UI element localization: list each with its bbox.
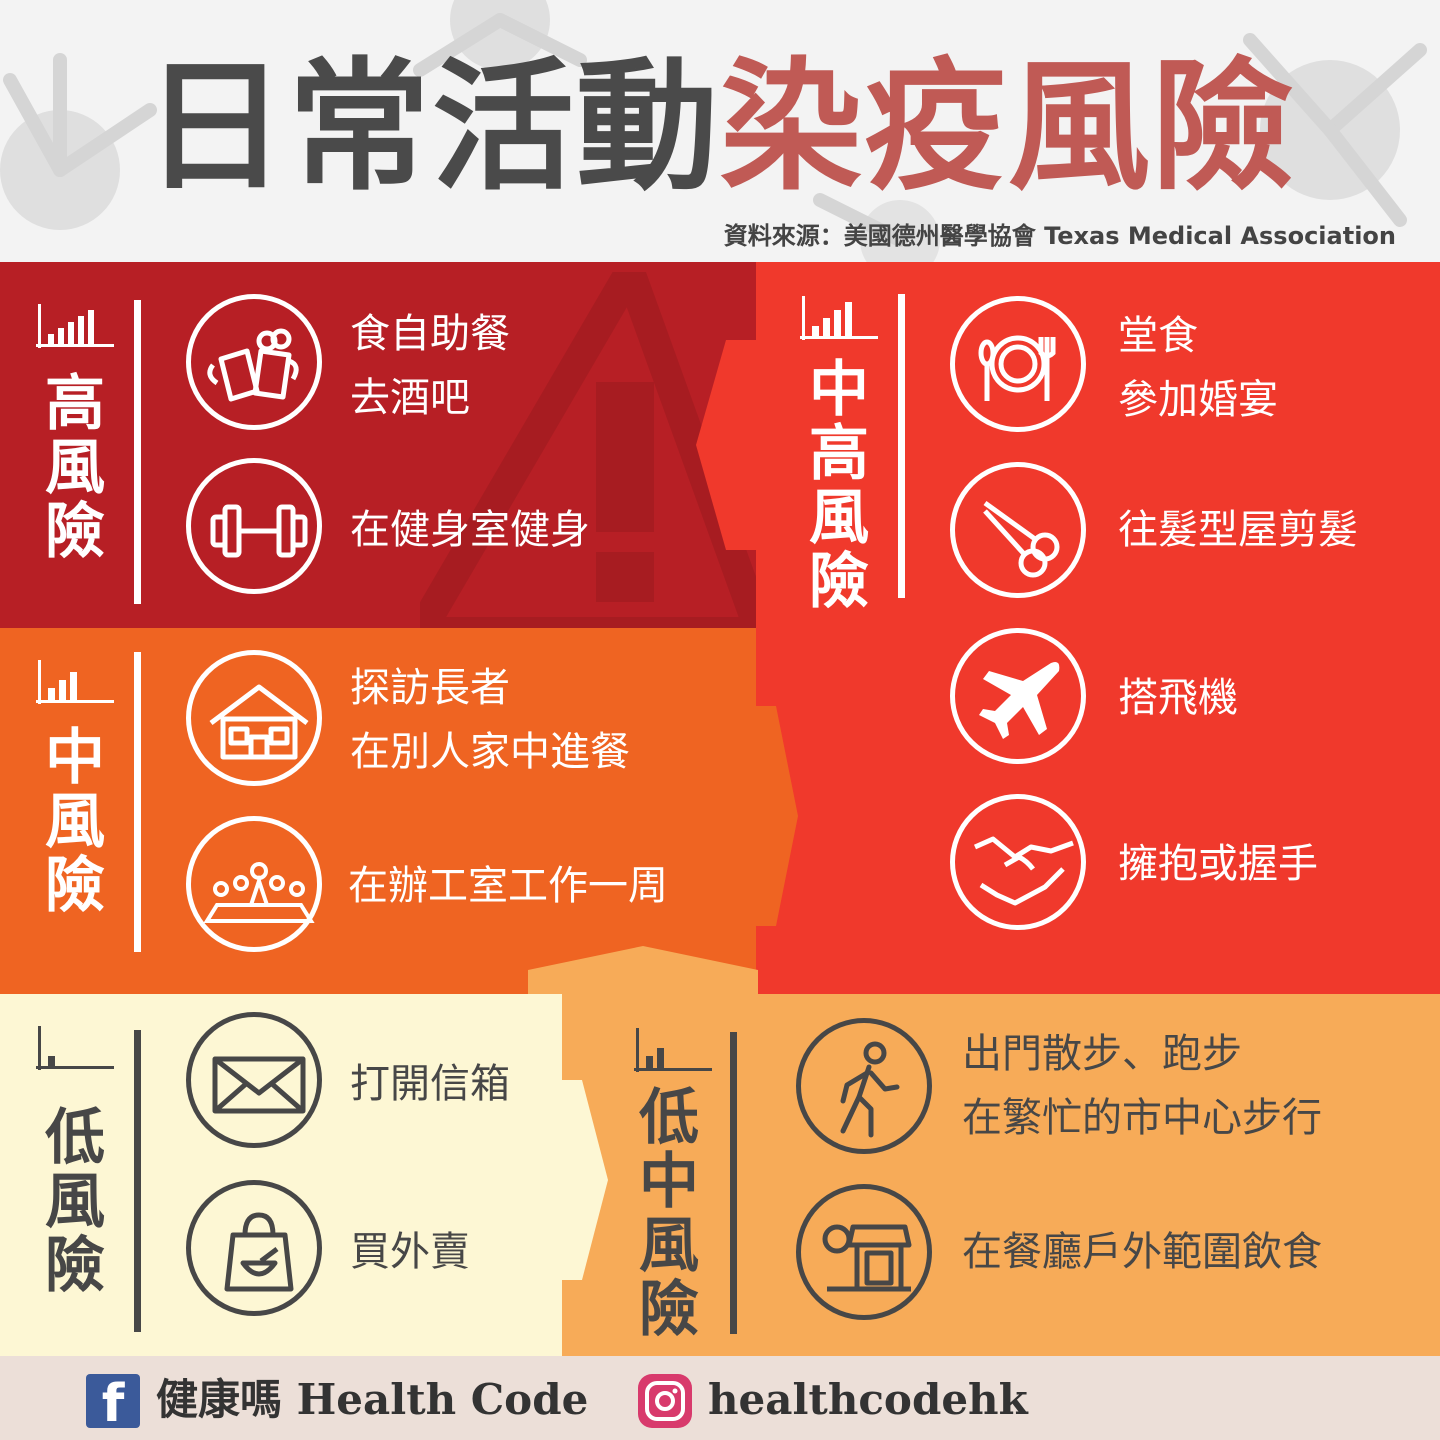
panel-high-risk: 高風險 食自助餐 去酒吧 在健身室健身 (0, 262, 756, 628)
divider (134, 1030, 141, 1332)
signal-bars-3-icon (36, 660, 114, 704)
item-text: 探訪長者 在別人家中進餐 (350, 665, 630, 775)
item-text: 食自助餐 去酒吧 (350, 311, 510, 421)
handshake-icon (950, 794, 1086, 930)
instagram-icon[interactable] (638, 1374, 692, 1428)
takeaway-bag-icon (186, 1180, 322, 1316)
item-text: 打開信箱 (350, 1061, 510, 1107)
page-title: 日常活動染疫風險 (0, 40, 1440, 215)
arrow-midhigh-to-high-icon (696, 340, 756, 550)
signal-bars-4-icon (800, 296, 878, 340)
panel-mid-risk: 中風險 探訪長者 在別人家中進餐 在辦工室工作一周 (0, 628, 756, 994)
signal-bars-5-icon (36, 304, 114, 348)
meeting-table-icon (186, 816, 322, 952)
level-label: 中風險 (45, 723, 105, 921)
signal-bars-1-icon (36, 1026, 114, 1070)
item-text: 堂食 參加婚宴 (1118, 313, 1278, 423)
level-label: 低風險 (45, 1103, 105, 1301)
warning-triangle-icon (420, 272, 756, 628)
item-text: 在健身室健身 (350, 507, 590, 553)
item-text: 出門散步、跑步 在繁忙的市中心步行 (962, 1031, 1322, 1141)
signal-bars-2-icon (634, 1028, 712, 1072)
beer-mugs-icon (186, 294, 322, 430)
panel-low-mid-risk: 低中風險 出門散步、跑步 在繁忙的市中心步行 在餐廳戶外範圍飲食 (562, 994, 1440, 1356)
footer: f 健康嗎 Health Code healthcodehk (0, 1356, 1440, 1440)
item-text: 在餐廳戶外範圍飲食 (962, 1229, 1322, 1275)
house-icon (186, 650, 322, 786)
item-text: 擁抱或握手 (1118, 841, 1318, 887)
panel-mid-high-risk: 中高風險 堂食 參加婚宴 往髮型屋剪髮 搭飛機 擁抱或握手 (756, 262, 1440, 994)
facebook-link[interactable]: 健康嗎 Health Code (156, 1375, 589, 1424)
title-part-2: 染疫風險 (720, 45, 1296, 210)
level-label: 高風險 (45, 369, 105, 567)
envelope-icon (186, 1012, 322, 1148)
virus-background-icon (0, 0, 1427, 262)
header: 日常活動染疫風險 資料來源：美國德州醫學協會 Texas Medical Ass… (0, 0, 1440, 262)
divider (134, 300, 141, 604)
outdoor-restaurant-icon (796, 1184, 932, 1320)
divider (898, 294, 905, 598)
arrow-lowmid-to-mid-icon (528, 946, 758, 994)
title-part-1: 日常活動 (144, 45, 720, 210)
level-label: 低中風險 (639, 1083, 699, 1345)
plate-fork-knife-icon (950, 296, 1086, 432)
scissors-icon (950, 462, 1086, 598)
walking-person-icon (796, 1018, 932, 1154)
item-text: 搭飛機 (1118, 675, 1238, 721)
airplane-icon (950, 628, 1086, 764)
item-text: 在辦工室工作一周 (348, 863, 668, 909)
level-label: 中高風險 (809, 355, 869, 617)
divider (134, 652, 141, 952)
divider (730, 1032, 737, 1334)
panel-low-risk: 低風險 打開信箱 買外賣 (0, 994, 562, 1356)
source-note: 資料來源：美國德州醫學協會 Texas Medical Association (723, 222, 1396, 250)
facebook-icon[interactable]: f (86, 1374, 140, 1428)
item-text: 往髮型屋剪髮 (1118, 507, 1358, 553)
item-text: 買外賣 (350, 1229, 470, 1275)
instagram-link[interactable]: healthcodehk (708, 1375, 1028, 1424)
arrow-mid-to-midhigh-icon (756, 706, 798, 926)
dumbbell-icon (186, 458, 322, 594)
arrow-low-to-lowmid-icon (562, 1080, 608, 1280)
